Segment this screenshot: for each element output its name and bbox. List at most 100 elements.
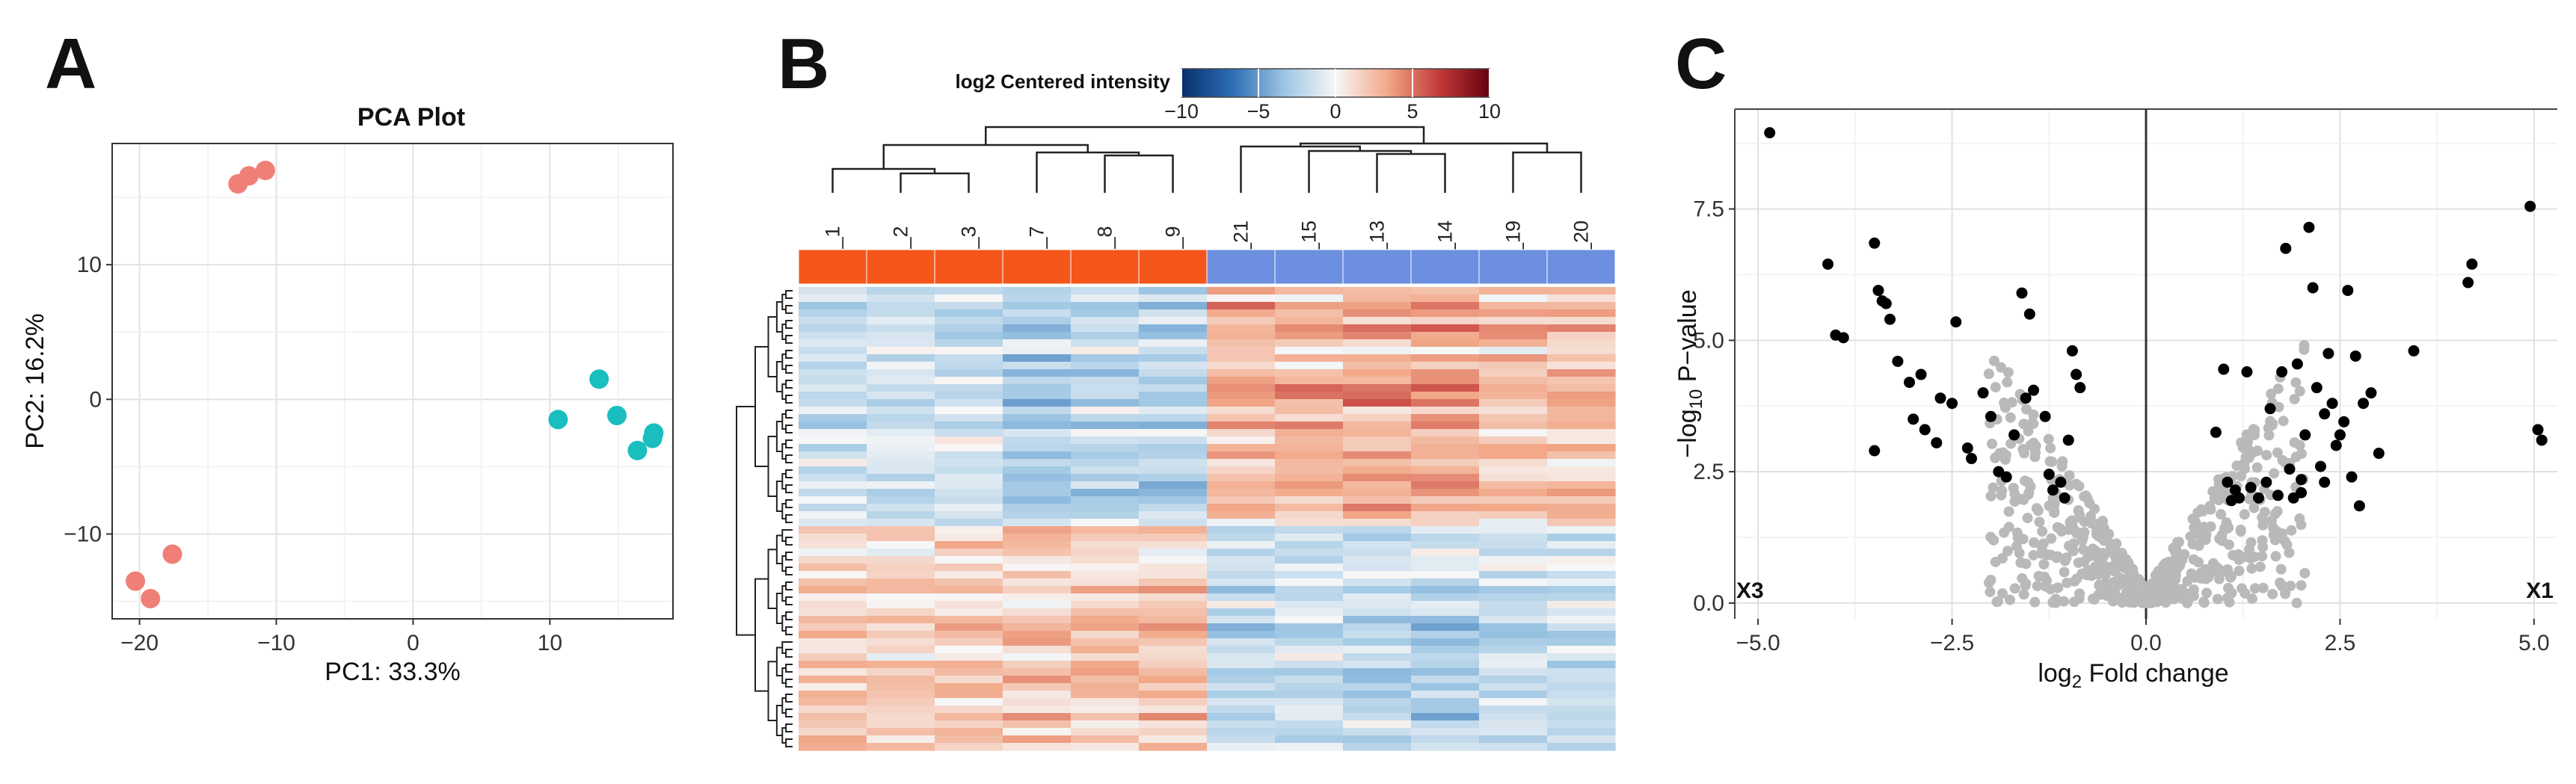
heatmap-cell xyxy=(1139,429,1208,437)
heatmap-cell xyxy=(1003,339,1072,348)
group-bar-cell xyxy=(866,249,935,285)
heatmap-cell xyxy=(1547,354,1616,362)
heatmap-cell xyxy=(1003,571,1072,579)
heatmap-cell xyxy=(1479,429,1548,437)
heatmap-cell xyxy=(1343,332,1412,340)
volcano-background-point xyxy=(2118,593,2129,604)
heatmap-cell xyxy=(1275,623,1344,632)
colorbar-tick-label: −10 xyxy=(1164,100,1199,123)
heatmap-cell xyxy=(935,616,1003,624)
heatmap-cell xyxy=(799,481,867,490)
heatmap-cell xyxy=(867,616,935,624)
heatmap-cell xyxy=(1003,653,1072,661)
heatmap-cell xyxy=(1207,369,1276,377)
heatmap-cell xyxy=(1479,459,1548,467)
heatmap-cell xyxy=(1275,294,1344,303)
volcano-background-point xyxy=(2171,544,2182,555)
heatmap-cell xyxy=(1139,519,1208,527)
colorbar-ticks: −10 −5 0 5 10 xyxy=(1164,69,1501,123)
row-dendrogram-link xyxy=(785,305,793,314)
heatmap-cell xyxy=(867,384,935,392)
heatmap-cell xyxy=(935,683,1003,691)
row-dendrogram-link xyxy=(781,413,787,430)
pca-y-axis-title: PC2: 16.2% xyxy=(21,313,49,448)
heatmap-cell xyxy=(799,631,867,639)
row-dendrogram-link xyxy=(785,626,793,635)
heatmap-cell xyxy=(1003,459,1072,467)
heatmap-cell xyxy=(935,384,1003,392)
heatmap-cell xyxy=(1547,556,1616,564)
row-dendrogram-link xyxy=(785,552,793,561)
heatmap-cell xyxy=(1207,324,1276,333)
volcano-significant-point xyxy=(2066,345,2078,356)
heatmap-cell xyxy=(1411,451,1480,460)
heatmap-cell xyxy=(1071,302,1140,310)
heatmap-cell xyxy=(867,444,935,452)
volcano-background-point xyxy=(2028,549,2039,561)
heatmap-cell xyxy=(1139,556,1208,564)
row-dendrogram-link xyxy=(785,723,793,732)
volcano-background-point xyxy=(2088,593,2100,605)
volcano-background-point xyxy=(2011,527,2023,538)
group-bar-cell xyxy=(1274,249,1344,285)
volcano-y-tick-label: 7.5 xyxy=(1693,197,1724,222)
heatmap-cell xyxy=(1343,706,1412,714)
heatmap-cell xyxy=(1071,377,1140,385)
heatmap-cell xyxy=(1207,317,1276,325)
volcano-y-tick-label: 0.0 xyxy=(1693,591,1724,616)
heatmap-cell xyxy=(1547,444,1616,452)
volcano-background-point xyxy=(1996,362,2007,373)
heatmap-cell xyxy=(867,414,935,422)
heatmap-cell xyxy=(799,593,867,602)
volcano-significant-point xyxy=(2284,463,2296,475)
heatmap-cell xyxy=(1003,317,1072,325)
heatmap-cell xyxy=(1003,683,1072,691)
heatmap-cell xyxy=(1343,496,1412,504)
row-dendrogram-link xyxy=(785,679,793,688)
heatmap-cell xyxy=(1547,601,1616,609)
heatmap-cell xyxy=(1071,422,1140,430)
volcano-significant-point xyxy=(2353,500,2365,512)
volcano-background-point xyxy=(2107,596,2118,607)
heatmap-cell xyxy=(867,466,935,475)
heatmap-cell xyxy=(1207,459,1276,467)
heatmap-cell xyxy=(1479,407,1548,415)
heatmap-cell xyxy=(1071,646,1140,654)
heatmap-cell xyxy=(1411,466,1480,475)
volcano-background-point xyxy=(2234,565,2245,576)
heatmap-cell xyxy=(1275,339,1344,348)
heatmap-cell xyxy=(1139,586,1208,594)
row-dendrogram-link xyxy=(775,705,783,736)
heatmap-cell xyxy=(1139,362,1208,370)
heatmap-cell xyxy=(1207,668,1276,676)
volcano-background-point xyxy=(2100,589,2111,600)
heatmap-cell xyxy=(867,578,935,587)
volcano-significant-point xyxy=(2349,350,2361,362)
volcano-significant-point xyxy=(2071,368,2082,380)
heatmap-cell xyxy=(867,354,935,362)
heatmap-cell xyxy=(799,743,867,751)
heatmap-cell xyxy=(1479,347,1548,355)
heatmap-cell xyxy=(799,638,867,646)
pca-point xyxy=(255,161,275,181)
row-dendrogram-link xyxy=(781,697,787,714)
heatmap-cell xyxy=(1139,691,1208,699)
heatmap-cell xyxy=(1275,414,1344,422)
volcano-background-point xyxy=(2186,568,2197,579)
heatmap-cell xyxy=(1411,444,1480,452)
heatmap-cell xyxy=(1547,668,1616,676)
heatmap-cell xyxy=(1343,324,1412,333)
volcano-significant-point xyxy=(1872,285,1884,297)
heatmap-cell xyxy=(1139,653,1208,661)
heatmap-cell xyxy=(867,317,935,325)
pca-y-tick-label: −10 xyxy=(64,522,102,546)
heatmap-cell xyxy=(935,489,1003,497)
column-dendrogram-link xyxy=(1036,151,1140,193)
volcano-background-point xyxy=(2168,561,2180,572)
volcano-significant-point xyxy=(2222,476,2234,488)
heatmap-cell xyxy=(1547,623,1616,632)
heatmap-cell xyxy=(1139,728,1208,736)
heatmap-cell xyxy=(799,489,867,497)
heatmap-cell xyxy=(1139,496,1208,504)
heatmap-cell xyxy=(1411,526,1480,534)
